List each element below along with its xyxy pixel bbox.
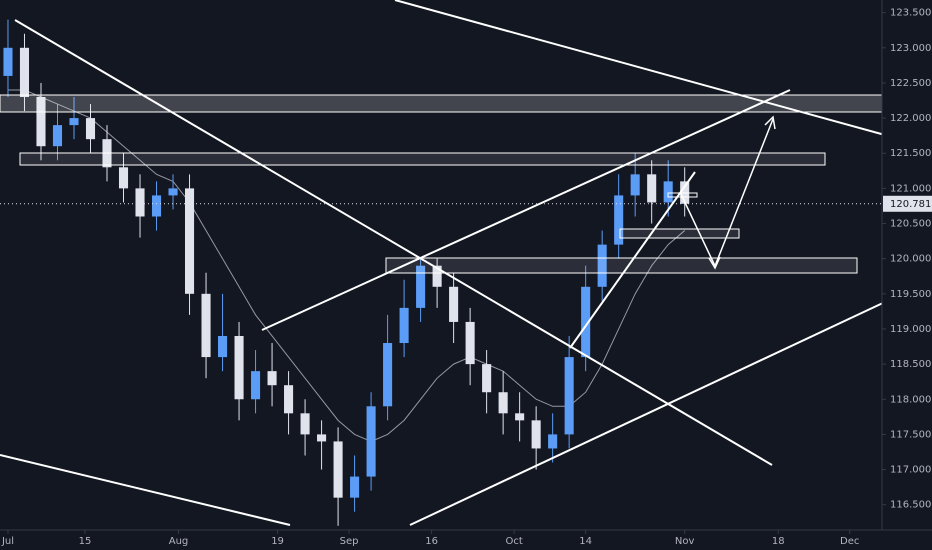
- x-tick-label: 19: [271, 536, 284, 547]
- candle-body: [548, 434, 558, 449]
- candle-body: [251, 371, 261, 400]
- candle-body: [515, 413, 525, 421]
- x-tick-label: Jul: [1, 536, 14, 547]
- x-tick-label: 16: [425, 536, 438, 547]
- candle-body: [465, 321, 475, 365]
- projection-arrow: [679, 118, 774, 268]
- candle-body: [531, 420, 541, 449]
- y-tick-label: 121.500: [890, 148, 931, 159]
- candle-body: [201, 293, 211, 358]
- candle-body: [333, 441, 343, 498]
- candle-body: [52, 125, 63, 147]
- arrowhead: [764, 115, 776, 130]
- y-tick-label: 122.500: [890, 78, 931, 89]
- zone: [385, 257, 858, 274]
- x-tick-label: Aug: [169, 536, 189, 547]
- drawings: [0, 0, 886, 526]
- candle-body: [284, 385, 294, 414]
- y-tick-label: 119.500: [890, 289, 931, 300]
- y-tick-label: 122.000: [890, 113, 931, 124]
- candle-body: [581, 286, 591, 358]
- x-tick-label: Nov: [675, 536, 695, 547]
- y-tick-label: 123.000: [890, 43, 931, 54]
- x-tick-label: 18: [772, 536, 785, 547]
- trendline: [14, 19, 773, 466]
- candle-body: [647, 174, 657, 203]
- candle-body: [416, 265, 426, 308]
- x-tick-label: 15: [79, 536, 92, 547]
- y-tick-label: 120.500: [890, 219, 931, 230]
- candle-body: [350, 476, 360, 498]
- x-tick-label: 14: [579, 536, 592, 547]
- price-axis: [882, 0, 932, 550]
- last-price-box: [883, 195, 932, 212]
- candle-body: [317, 434, 327, 442]
- arrowhead: [708, 256, 721, 270]
- x-tick-label: Oct: [505, 536, 522, 547]
- axes: 116.500 117.000 117.500 118.000 118.500 119.0…: [1, 8, 932, 547]
- y-tick-label: 120.000: [890, 254, 931, 265]
- candle-body: [383, 343, 393, 407]
- y-tick-label: 118.000: [890, 394, 931, 405]
- trendline: [569, 171, 696, 349]
- candle-body: [151, 195, 162, 217]
- candle-body: [300, 413, 310, 435]
- candle-body: [168, 188, 178, 196]
- candle-body: [366, 406, 376, 477]
- candle-body: [118, 167, 129, 189]
- candle-body: [449, 286, 459, 322]
- candle-body: [597, 244, 607, 287]
- candle-body: [69, 118, 79, 126]
- candle-body: [184, 188, 195, 294]
- candle-body: [399, 307, 409, 344]
- candle-body: [85, 118, 96, 140]
- y-tick-label: 121.000: [890, 183, 931, 194]
- candle-body: [36, 97, 46, 147]
- candle-body: [482, 364, 492, 393]
- y-tick-label: 123.500: [890, 8, 931, 19]
- y-tick-label: 117.500: [890, 429, 931, 440]
- candle-body: [218, 335, 228, 358]
- candle-body: [564, 357, 574, 435]
- last-price-label: 120.781: [890, 199, 931, 210]
- y-tick-label: 116.500: [890, 500, 931, 511]
- trendline: [409, 301, 886, 526]
- candle-body: [3, 47, 13, 76]
- y-tick-label: 117.000: [890, 465, 931, 476]
- candle-body: [614, 195, 624, 245]
- candle-body: [498, 392, 508, 414]
- candle-body: [19, 47, 30, 98]
- x-tick-label: Sep: [340, 536, 359, 547]
- candle-body: [135, 188, 145, 217]
- y-tick-label: 119.000: [890, 324, 931, 335]
- trendline: [394, 0, 886, 136]
- zone: [619, 228, 740, 239]
- candle-body: [630, 174, 640, 196]
- y-tick-label: 118.500: [890, 359, 931, 370]
- x-tick-label: Dec: [840, 536, 859, 547]
- zone: [19, 152, 826, 166]
- trendline: [261, 89, 791, 331]
- candle-body: [267, 371, 277, 386]
- candle-body: [432, 265, 442, 287]
- trendline: [0, 454, 291, 526]
- candle-body: [663, 181, 673, 203]
- candle-body: [234, 335, 244, 400]
